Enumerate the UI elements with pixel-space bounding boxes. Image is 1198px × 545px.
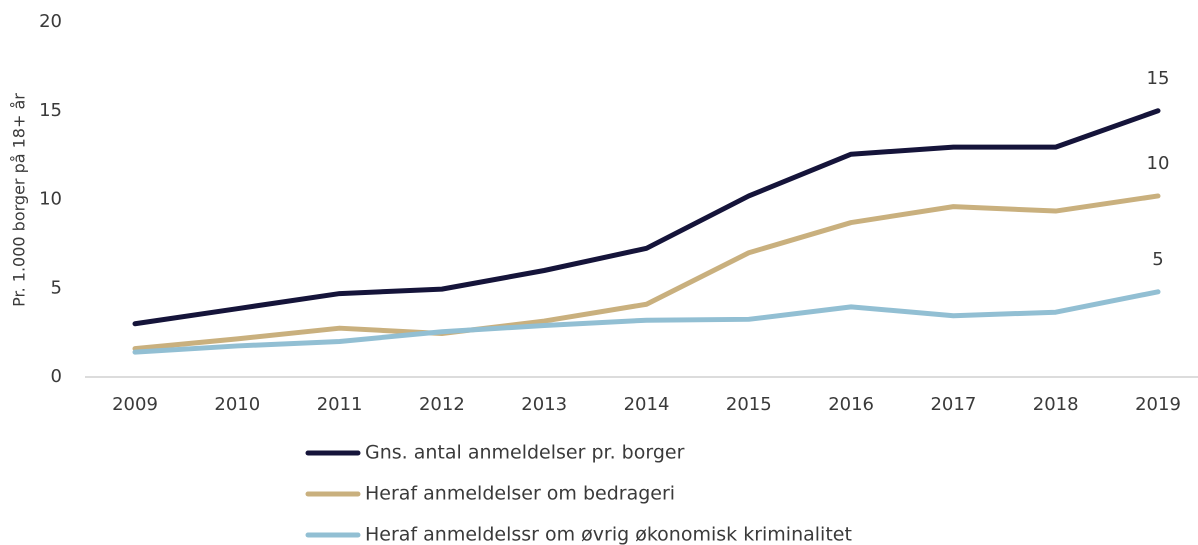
x-tick-label: 2012	[419, 394, 465, 415]
data-label: 15	[1147, 68, 1170, 89]
series-line	[132, 108, 1161, 327]
y-axis-label: Pr. 1.000 borger på 18+ år	[10, 93, 29, 307]
y-tick-label: 20	[39, 11, 62, 32]
series-line	[132, 289, 1161, 355]
x-tick-label: 2018	[1033, 394, 1079, 415]
x-tick-label: 2010	[214, 394, 260, 415]
y-tick-label: 10	[39, 189, 62, 210]
y-tick-label: 0	[51, 366, 62, 387]
series-line	[132, 193, 1161, 352]
x-tick-label: 2015	[726, 394, 772, 415]
legend-label: Heraf anmeldelssr om øvrig økonomisk kri…	[365, 524, 852, 545]
y-tick-label: 15	[39, 100, 62, 121]
x-tick-label: 2009	[112, 394, 158, 415]
x-tick-label: 2013	[521, 394, 567, 415]
x-tick-label: 2017	[930, 394, 976, 415]
legend-label: Heraf anmeldelser om bedrageri	[365, 483, 675, 505]
x-tick-label: 2016	[828, 394, 874, 415]
data-label: 10	[1147, 153, 1170, 174]
x-tick-label: 2014	[624, 394, 670, 415]
legend-label: Gns. antal anmeldelser pr. borger	[365, 442, 685, 464]
x-tick-label: 2019	[1135, 394, 1181, 415]
y-tick-label: 5	[51, 277, 62, 298]
data-label: 5	[1152, 249, 1163, 270]
x-tick-label: 2011	[317, 394, 363, 415]
